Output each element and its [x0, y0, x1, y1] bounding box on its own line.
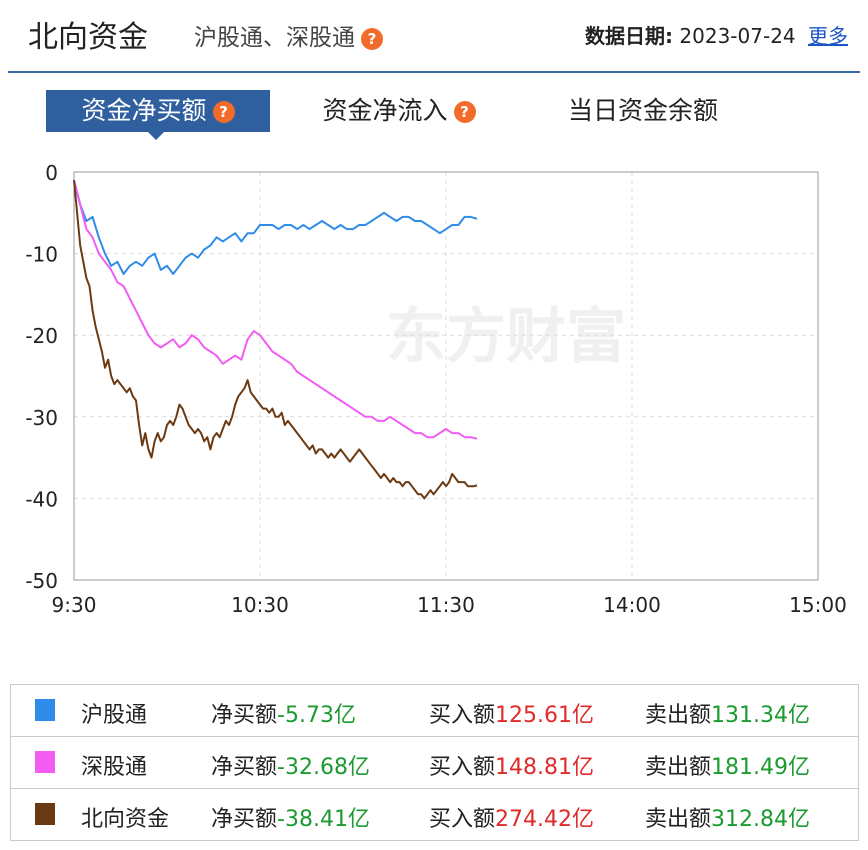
legend-net: 净买额-38.41亿: [211, 801, 370, 833]
series-line-sgt: [73, 179, 478, 440]
help-icon[interactable]: ?: [453, 101, 476, 123]
buy-value: 274.42亿: [495, 807, 594, 832]
sell-label: 卖出额: [645, 807, 712, 832]
buy-label: 买入额: [429, 807, 496, 832]
net-label: 净买额: [211, 807, 278, 832]
legend-table: 沪股通 净买额-5.73亿 买入额125.61亿 卖出额131.34亿 深股通 …: [10, 684, 859, 841]
tab-label: 当日资金余额: [567, 96, 718, 125]
legend-sell: 卖出额131.34亿: [645, 697, 810, 729]
net-buy-chart: 东方财富 0 -10 -20 -30 -40 -509:30 10:30 11:30 14:00 1…: [25, 161, 847, 617]
legend-name: 深股通: [81, 755, 148, 780]
page-title: 北向资金: [28, 20, 148, 55]
legend-net: 净买额-5.73亿: [211, 697, 356, 729]
watermark-text: 东方财富: [386, 302, 626, 372]
x-tick-label: 10:30: [231, 593, 289, 617]
x-tick-label: 14:00: [603, 593, 661, 617]
buy-value: 148.81亿: [495, 755, 594, 780]
page-header: 北向资金 沪股通、深股通? 数据日期: 2023-07-24 更多: [0, 0, 868, 73]
sell-value: 131.34亿: [711, 703, 810, 728]
legend-sell: 卖出额181.49亿: [645, 749, 810, 781]
data-date: 数据日期: 2023-07-24 更多: [585, 20, 848, 49]
tab-bar: 资金净买额? 资金净流入? 当日资金余额: [0, 90, 868, 140]
legend-name: 北向资金: [81, 807, 170, 832]
legend-net: 净买额-32.68亿: [211, 749, 370, 781]
net-value: -32.68亿: [277, 755, 370, 780]
legend-row-sgt: 深股通 净买额-32.68亿 买入额148.81亿 卖出额181.49亿: [11, 737, 858, 789]
y-tick-label: -40: [25, 487, 58, 511]
legend-row-north: 北向资金 净买额-38.41亿 买入额274.42亿 卖出额312.84亿: [11, 789, 858, 840]
date-label: 数据日期:: [585, 24, 674, 48]
buy-label: 买入额: [429, 755, 496, 780]
tab-net-inflow[interactable]: 资金净流入?: [304, 90, 494, 132]
legend-buy: 买入额148.81亿: [429, 749, 594, 781]
header-divider: [8, 71, 860, 73]
legend-buy: 买入额274.42亿: [429, 801, 594, 833]
sell-value: 181.49亿: [711, 755, 810, 780]
plot-border: [73, 171, 819, 581]
help-icon[interactable]: ?: [212, 101, 235, 123]
net-value: -38.41亿: [277, 807, 370, 832]
net-value: -5.73亿: [277, 703, 356, 728]
legend-swatch-hgt: [35, 699, 55, 721]
tab-label: 资金净流入: [322, 96, 448, 125]
legend-row-hgt: 沪股通 净买额-5.73亿 买入额125.61亿 卖出额131.34亿: [11, 685, 858, 737]
tab-label: 资金净买额: [81, 96, 207, 125]
help-icon[interactable]: ?: [361, 27, 383, 50]
active-tab-pointer: [148, 132, 164, 140]
legend-swatch-sgt: [35, 751, 55, 773]
page-subtitle: 沪股通、深股通?: [194, 18, 383, 52]
y-tick-label: 0: [45, 161, 58, 185]
y-tick-label: -20: [25, 324, 58, 348]
x-tick-label: 15:00: [789, 593, 847, 617]
y-tick-label: -30: [25, 406, 58, 430]
net-label: 净买额: [211, 703, 278, 728]
series-line-north: [73, 180, 478, 500]
buy-value: 125.61亿: [495, 703, 594, 728]
legend-swatch-north: [35, 803, 55, 825]
sell-value: 312.84亿: [711, 807, 810, 832]
legend-name: 沪股通: [81, 703, 148, 728]
net-label: 净买额: [211, 755, 278, 780]
sell-label: 卖出额: [645, 755, 712, 780]
legend-sell: 卖出额312.84亿: [645, 801, 810, 833]
buy-label: 买入额: [429, 703, 496, 728]
x-tick-label: 9:30: [52, 593, 97, 617]
y-tick-label: -10: [25, 243, 58, 267]
subtitle-text: 沪股通、深股通: [194, 25, 355, 51]
series-line-hgt: [73, 179, 478, 275]
y-tick-label: -50: [25, 569, 58, 593]
more-link[interactable]: 更多: [808, 24, 848, 48]
sell-label: 卖出额: [645, 703, 712, 728]
legend-buy: 买入额125.61亿: [429, 697, 594, 729]
x-tick-label: 11:30: [417, 593, 475, 617]
tab-net-buy[interactable]: 资金净买额?: [46, 90, 270, 132]
tab-daily-balance[interactable]: 当日资金余额: [548, 90, 738, 132]
date-value: 2023-07-24: [679, 24, 796, 48]
